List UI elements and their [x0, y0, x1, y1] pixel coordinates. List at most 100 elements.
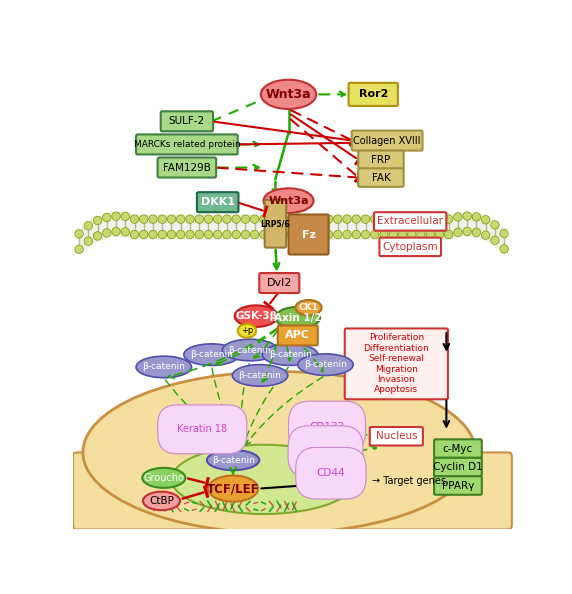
FancyBboxPatch shape	[434, 458, 482, 476]
Circle shape	[93, 232, 102, 240]
Text: β-catenin: β-catenin	[190, 350, 233, 359]
Circle shape	[158, 215, 166, 223]
Circle shape	[500, 229, 509, 238]
Text: Axin 1/2: Axin 1/2	[274, 312, 321, 323]
Circle shape	[177, 215, 185, 223]
FancyBboxPatch shape	[259, 273, 299, 293]
Ellipse shape	[207, 450, 259, 470]
Text: FRP: FRP	[371, 155, 391, 165]
Circle shape	[398, 215, 407, 223]
FancyBboxPatch shape	[345, 328, 448, 399]
Ellipse shape	[263, 344, 318, 365]
Circle shape	[343, 230, 351, 239]
Text: CD133: CD133	[309, 422, 345, 432]
Circle shape	[241, 230, 249, 239]
Circle shape	[435, 230, 444, 239]
Circle shape	[333, 230, 342, 239]
Circle shape	[232, 230, 240, 239]
Text: TCF/LEF: TCF/LEF	[206, 482, 260, 495]
Text: Keratin 18: Keratin 18	[177, 424, 227, 434]
Text: GSK-3β: GSK-3β	[235, 311, 277, 321]
Text: Ror2: Ror2	[359, 89, 388, 99]
Ellipse shape	[223, 339, 278, 361]
Circle shape	[454, 228, 462, 236]
Text: Extracellular: Extracellular	[377, 216, 443, 226]
Text: APC: APC	[285, 330, 310, 340]
Text: CK1: CK1	[299, 303, 319, 312]
Circle shape	[472, 228, 480, 236]
Text: β-catenin: β-catenin	[229, 346, 272, 355]
Circle shape	[121, 228, 129, 236]
Circle shape	[444, 230, 453, 239]
Ellipse shape	[142, 468, 185, 488]
Text: Wnt3a: Wnt3a	[268, 195, 309, 206]
Circle shape	[380, 215, 388, 223]
Text: FAM129B: FAM129B	[163, 163, 211, 172]
Circle shape	[112, 228, 120, 236]
Circle shape	[362, 215, 370, 223]
Circle shape	[389, 215, 398, 223]
Circle shape	[362, 230, 370, 239]
Text: Wnt3a: Wnt3a	[266, 88, 311, 101]
Circle shape	[140, 215, 148, 223]
Circle shape	[269, 230, 277, 239]
Circle shape	[491, 236, 499, 245]
Text: FAK: FAK	[372, 172, 390, 182]
Text: Fz: Fz	[301, 229, 316, 239]
Circle shape	[93, 216, 102, 225]
Ellipse shape	[261, 80, 316, 109]
Text: CtBP: CtBP	[149, 496, 174, 506]
Circle shape	[352, 215, 360, 223]
Circle shape	[454, 213, 462, 221]
Ellipse shape	[143, 492, 180, 510]
Circle shape	[167, 230, 176, 239]
Circle shape	[472, 213, 480, 221]
Circle shape	[140, 230, 148, 239]
Circle shape	[167, 215, 176, 223]
FancyBboxPatch shape	[288, 214, 328, 255]
FancyBboxPatch shape	[379, 238, 441, 256]
Circle shape	[232, 215, 240, 223]
Text: β-catenin: β-catenin	[239, 371, 281, 380]
Ellipse shape	[184, 344, 239, 365]
Circle shape	[278, 215, 287, 223]
Circle shape	[343, 215, 351, 223]
FancyBboxPatch shape	[352, 131, 423, 151]
Text: DKK1: DKK1	[201, 197, 235, 207]
Text: SULF-2: SULF-2	[169, 116, 205, 127]
Circle shape	[177, 230, 185, 239]
Text: MARCKs related protein: MARCKs related protein	[133, 140, 240, 149]
Text: Groucho: Groucho	[144, 473, 184, 483]
FancyBboxPatch shape	[434, 476, 482, 495]
Circle shape	[417, 215, 425, 223]
FancyBboxPatch shape	[197, 192, 239, 212]
Circle shape	[315, 230, 324, 239]
Circle shape	[463, 212, 471, 220]
Circle shape	[149, 215, 157, 223]
FancyBboxPatch shape	[136, 134, 238, 154]
Circle shape	[417, 230, 425, 239]
Circle shape	[407, 230, 416, 239]
Circle shape	[241, 215, 249, 223]
Circle shape	[84, 237, 93, 245]
Circle shape	[213, 230, 222, 239]
Text: β-catenin: β-catenin	[269, 350, 312, 359]
Text: Cyclin D1: Cyclin D1	[433, 462, 483, 472]
Circle shape	[112, 212, 120, 220]
Circle shape	[435, 215, 444, 223]
Text: CD44: CD44	[316, 468, 345, 478]
FancyBboxPatch shape	[73, 453, 512, 529]
Circle shape	[223, 230, 231, 239]
Text: Cytoplasm: Cytoplasm	[382, 242, 438, 252]
Circle shape	[213, 215, 222, 223]
Circle shape	[130, 230, 139, 239]
Circle shape	[260, 230, 268, 239]
Circle shape	[426, 230, 435, 239]
Circle shape	[315, 215, 324, 223]
FancyBboxPatch shape	[158, 157, 216, 178]
Circle shape	[287, 215, 296, 223]
Circle shape	[463, 227, 471, 236]
Circle shape	[75, 230, 84, 238]
Text: Nucleus: Nucleus	[375, 431, 417, 441]
Circle shape	[426, 215, 435, 223]
